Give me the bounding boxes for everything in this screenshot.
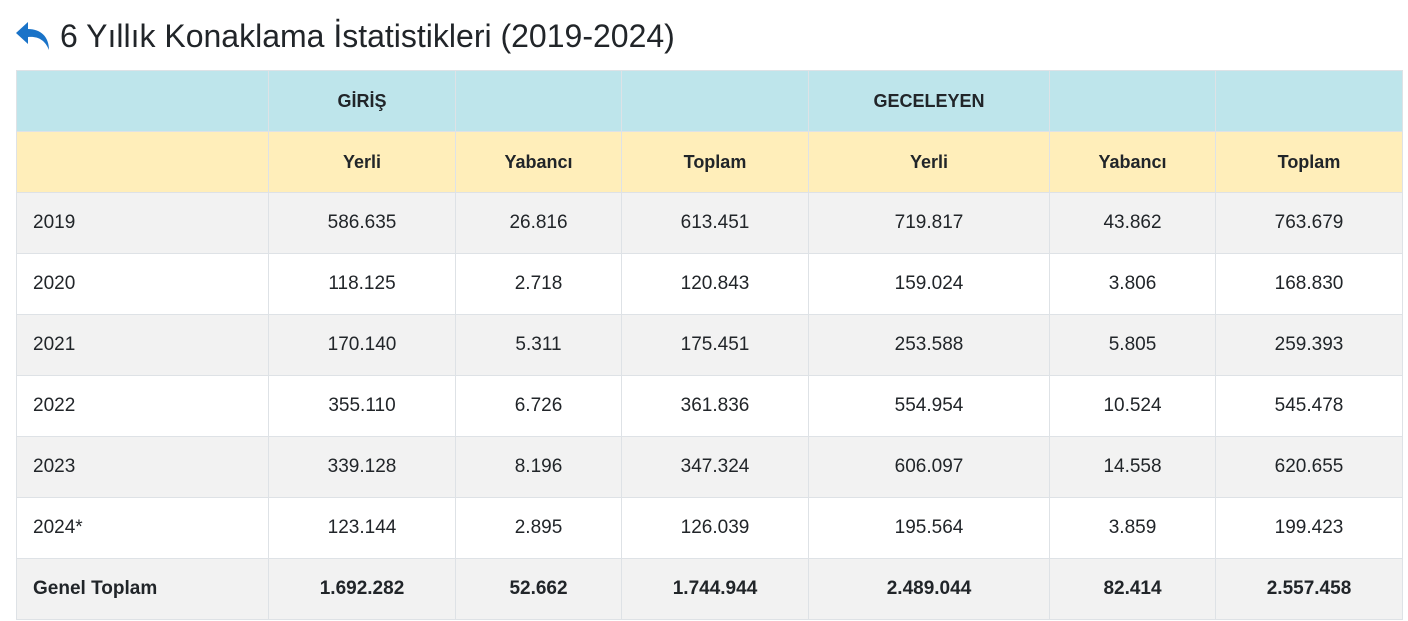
total-cell: 1.692.282 xyxy=(268,558,456,620)
table-body: 2019 586.635 26.816 613.451 719.817 43.862 763… xyxy=(16,192,1403,620)
value-cell: 123.144 xyxy=(268,497,456,559)
value-cell: 195.564 xyxy=(808,497,1050,559)
column-header: Toplam xyxy=(621,131,809,193)
data-row: 2023 339.128 8.196 347.324 606.097 14.558 620.… xyxy=(16,436,1403,498)
back-icon[interactable] xyxy=(14,20,52,52)
value-cell: 586.635 xyxy=(268,192,456,254)
header-cell xyxy=(16,70,269,132)
value-cell: 347.324 xyxy=(621,436,809,498)
year-cell: 2021 xyxy=(16,314,269,376)
header-cell xyxy=(455,70,622,132)
value-cell: 118.125 xyxy=(268,253,456,315)
page-title: 6 Yıllık Konaklama İstatistikleri (2019-… xyxy=(60,17,675,54)
year-cell: 2022 xyxy=(16,375,269,437)
column-header: Yabancı xyxy=(1049,131,1216,193)
value-cell: 199.423 xyxy=(1215,497,1403,559)
value-cell: 5.805 xyxy=(1049,314,1216,376)
value-cell: 339.128 xyxy=(268,436,456,498)
value-cell: 126.039 xyxy=(621,497,809,559)
total-cell: 2.489.044 xyxy=(808,558,1050,620)
value-cell: 554.954 xyxy=(808,375,1050,437)
value-cell: 545.478 xyxy=(1215,375,1403,437)
column-header: Yerli xyxy=(808,131,1050,193)
column-header: Yabancı xyxy=(455,131,622,193)
value-cell: 3.859 xyxy=(1049,497,1216,559)
total-cell: 82.414 xyxy=(1049,558,1216,620)
total-label: Genel Toplam xyxy=(16,558,269,620)
value-cell: 159.024 xyxy=(808,253,1050,315)
total-cell: 1.744.944 xyxy=(621,558,809,620)
value-cell: 170.140 xyxy=(268,314,456,376)
value-cell: 6.726 xyxy=(455,375,622,437)
value-cell: 8.196 xyxy=(455,436,622,498)
data-row: 2020 118.125 2.718 120.843 159.024 3.806 168.8… xyxy=(16,253,1403,315)
column-header-row: Yerli Yabancı Toplam Yerli Yabancı Toplam xyxy=(16,131,1403,193)
value-cell: 763.679 xyxy=(1215,192,1403,254)
year-cell: 2019 xyxy=(16,192,269,254)
stats-table: GİRİŞ GECELEYEN Yerli Yabancı Toplam Yerli Y… xyxy=(16,70,1403,620)
year-cell: 2023 xyxy=(16,436,269,498)
data-row: 2019 586.635 26.816 613.451 719.817 43.862 763… xyxy=(16,192,1403,254)
value-cell: 620.655 xyxy=(1215,436,1403,498)
value-cell: 606.097 xyxy=(808,436,1050,498)
value-cell: 613.451 xyxy=(621,192,809,254)
value-cell: 3.806 xyxy=(1049,253,1216,315)
value-cell: 120.843 xyxy=(621,253,809,315)
value-cell: 2.895 xyxy=(455,497,622,559)
column-header: Yerli xyxy=(268,131,456,193)
title-bar: 6 Yıllık Konaklama İstatistikleri (2019-… xyxy=(14,14,675,58)
data-row: 2022 355.110 6.726 361.836 554.954 10.524 545.… xyxy=(16,375,1403,437)
data-row: 2021 170.140 5.311 175.451 253.588 5.805 259.3… xyxy=(16,314,1403,376)
header-cell xyxy=(621,70,809,132)
header-cell xyxy=(1049,70,1216,132)
group-header-row: GİRİŞ GECELEYEN xyxy=(16,70,1403,132)
value-cell: 43.862 xyxy=(1049,192,1216,254)
value-cell: 5.311 xyxy=(455,314,622,376)
header-cell xyxy=(16,131,269,193)
value-cell: 26.816 xyxy=(455,192,622,254)
header-cell xyxy=(1215,70,1403,132)
value-cell: 259.393 xyxy=(1215,314,1403,376)
year-cell: 2020 xyxy=(16,253,269,315)
total-row: Genel Toplam 1.692.282 52.662 1.744.944 2.48… xyxy=(16,558,1403,620)
group-header: GİRİŞ xyxy=(268,70,456,132)
group-header: GECELEYEN xyxy=(808,70,1050,132)
value-cell: 10.524 xyxy=(1049,375,1216,437)
value-cell: 168.830 xyxy=(1215,253,1403,315)
total-cell: 2.557.458 xyxy=(1215,558,1403,620)
value-cell: 361.836 xyxy=(621,375,809,437)
data-row: 2024* 123.144 2.895 126.039 195.564 3.859 199.… xyxy=(16,497,1403,559)
value-cell: 2.718 xyxy=(455,253,622,315)
year-cell: 2024* xyxy=(16,497,269,559)
value-cell: 175.451 xyxy=(621,314,809,376)
total-cell: 52.662 xyxy=(455,558,622,620)
column-header: Toplam xyxy=(1215,131,1403,193)
value-cell: 14.558 xyxy=(1049,436,1216,498)
value-cell: 719.817 xyxy=(808,192,1050,254)
value-cell: 355.110 xyxy=(268,375,456,437)
value-cell: 253.588 xyxy=(808,314,1050,376)
